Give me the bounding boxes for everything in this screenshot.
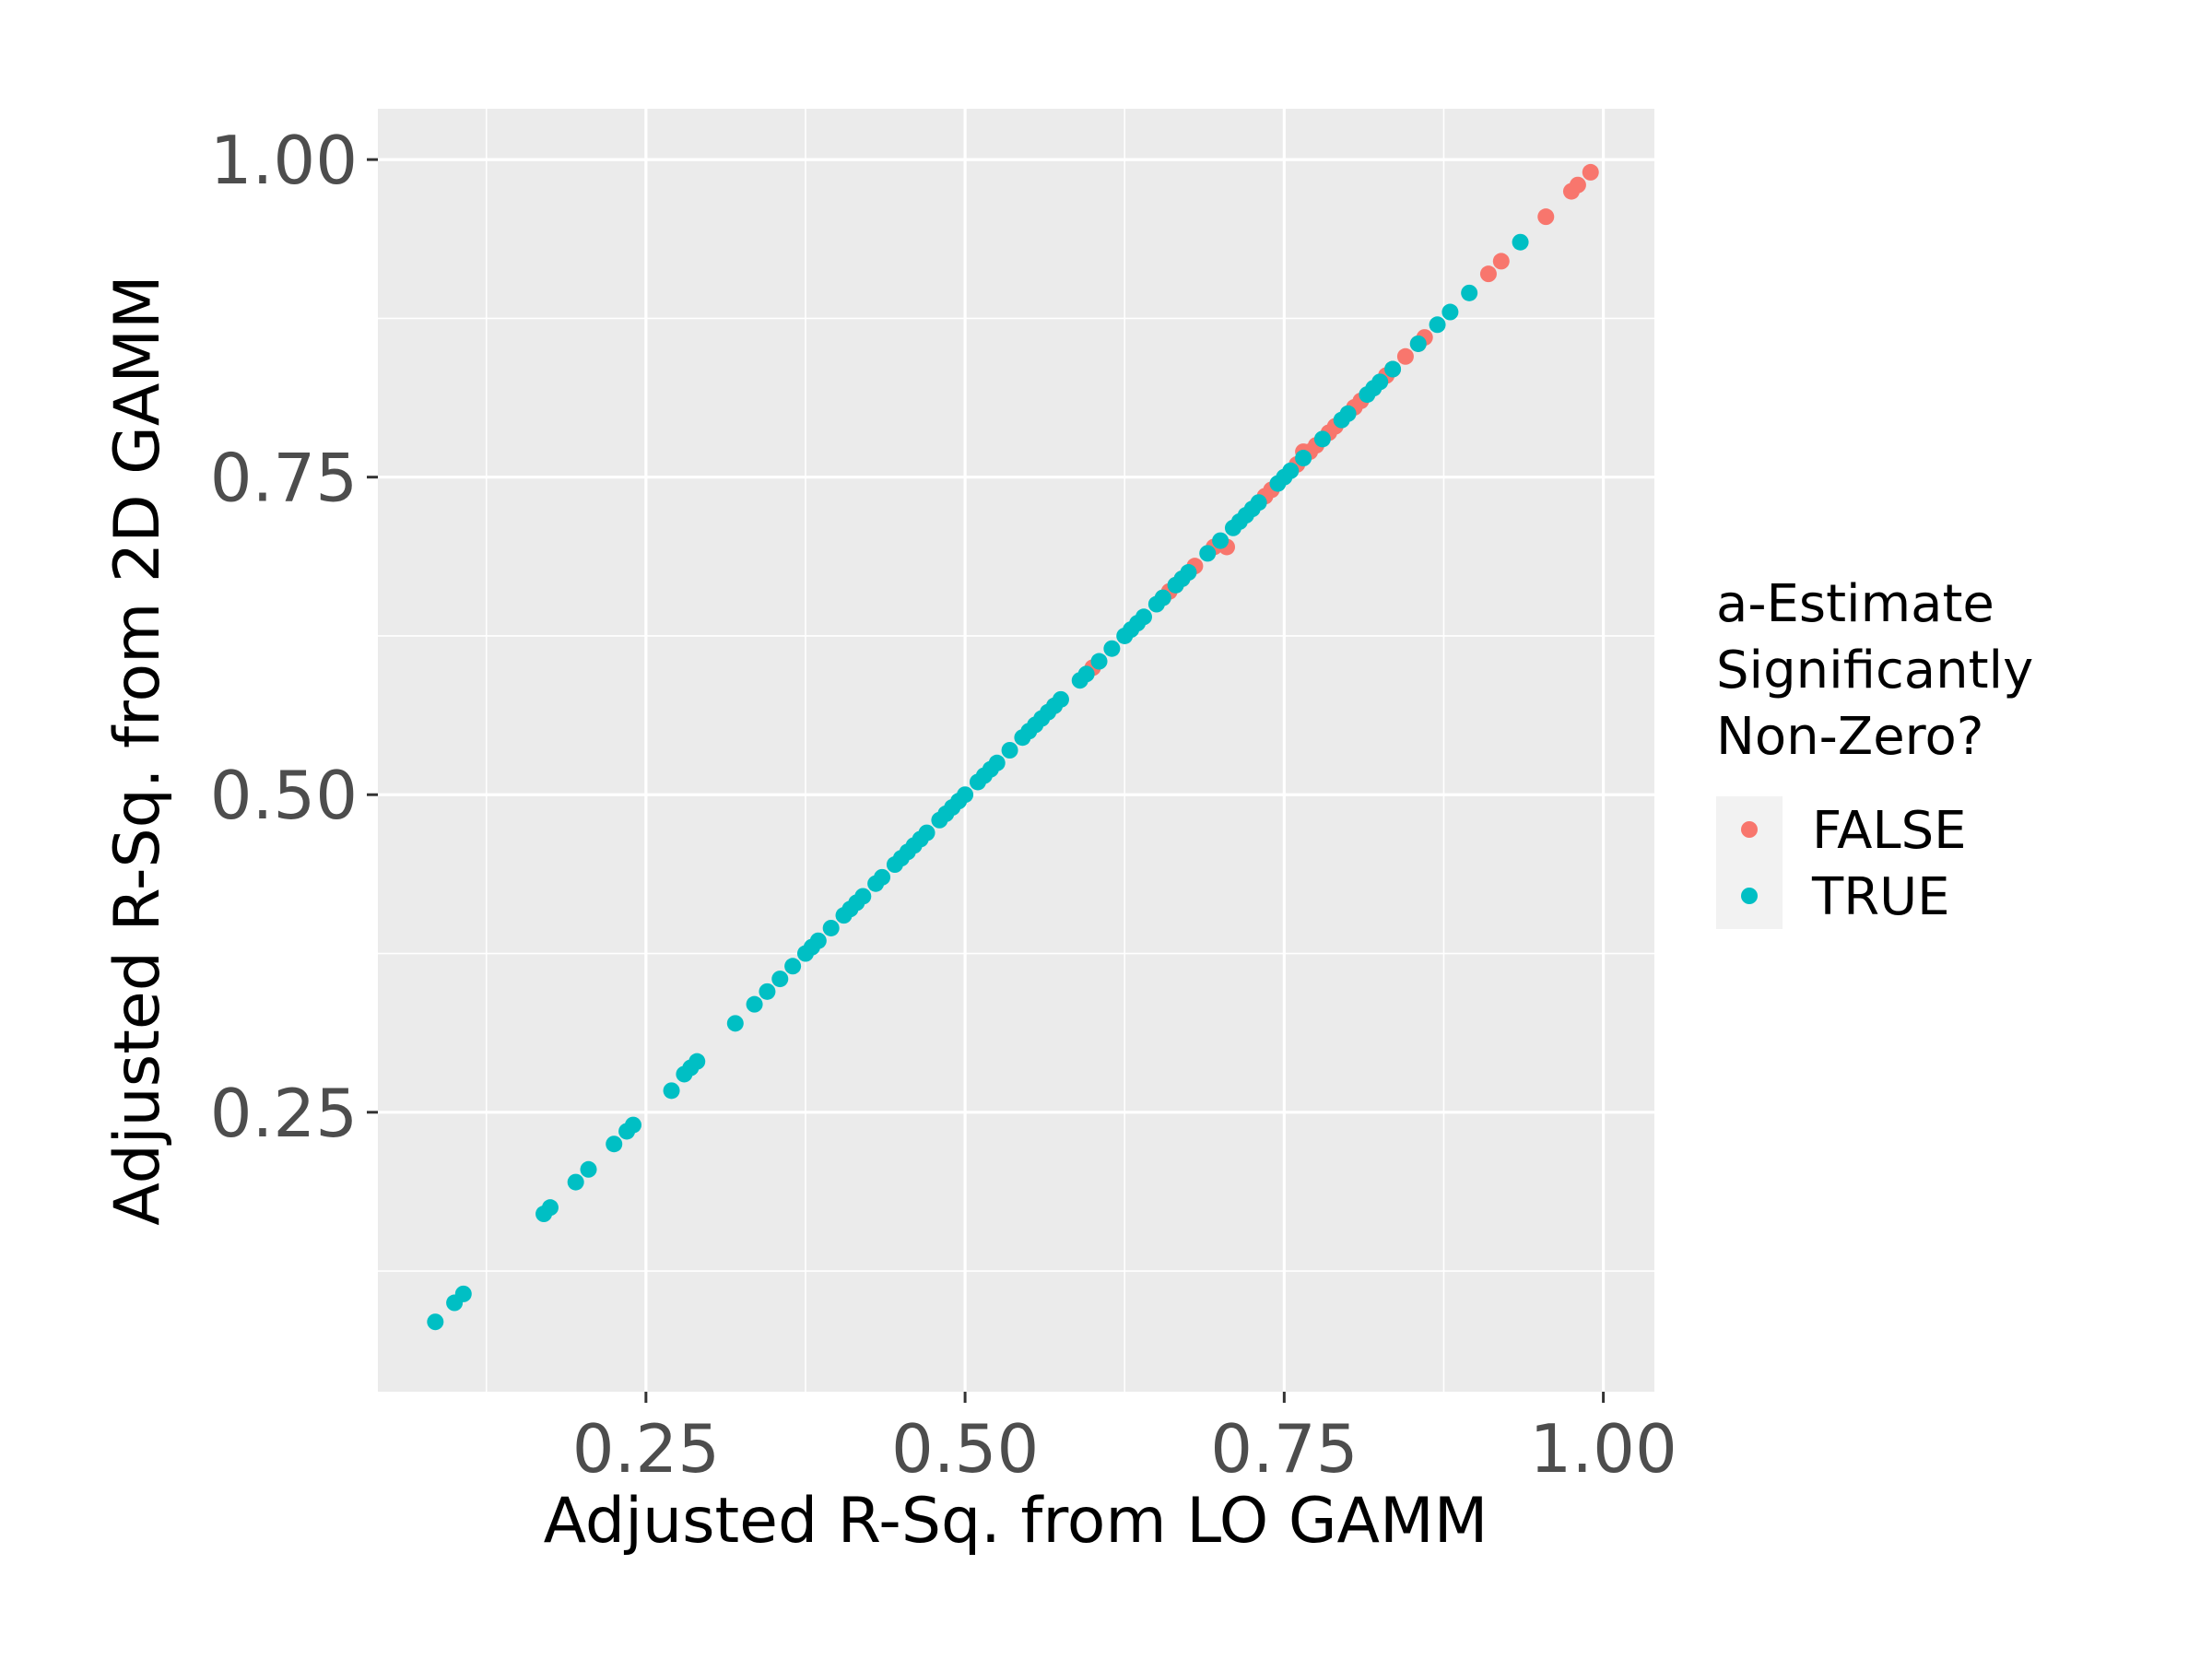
point-true xyxy=(580,1160,597,1178)
x-axis-ticks: 0.25 0.50 0.75 1.00 xyxy=(572,1392,1677,1488)
legend-label-true: TRUE xyxy=(1811,867,1950,927)
point-true xyxy=(1135,608,1152,626)
y-tick-label: 0.50 xyxy=(210,757,358,834)
point-false xyxy=(1479,265,1497,283)
point-true xyxy=(809,932,827,949)
point-true xyxy=(663,1082,680,1100)
point-true xyxy=(1313,430,1331,448)
point-false xyxy=(1569,176,1586,194)
series-true-points xyxy=(427,233,1529,1331)
legend-title-line-1: a-Estimate xyxy=(1716,574,1994,634)
point-true xyxy=(541,1199,559,1217)
point-true xyxy=(1090,653,1108,670)
point-true xyxy=(918,824,935,841)
point-true xyxy=(427,1313,444,1331)
y-tick-label: 0.75 xyxy=(210,440,358,517)
point-true xyxy=(454,1285,472,1302)
point-true xyxy=(1384,360,1402,378)
point-false xyxy=(1396,347,1414,365)
point-true xyxy=(854,888,872,905)
point-true xyxy=(1409,335,1427,352)
point-true xyxy=(1250,494,1267,512)
legend: a-Estimate Significantly Non-Zero? FALSE… xyxy=(1716,574,2033,929)
legend-label-false: FALSE xyxy=(1812,801,1967,861)
legend-title-line-3: Non-Zero? xyxy=(1716,707,1983,767)
point-true xyxy=(1371,373,1389,391)
point-true xyxy=(1512,233,1529,251)
x-tick-label: 0.50 xyxy=(891,1410,1039,1488)
y-axis-ticks: 0.25 0.50 0.75 1.00 xyxy=(210,122,378,1152)
point-true xyxy=(567,1173,584,1191)
point-true xyxy=(1461,284,1478,301)
point-true xyxy=(1429,316,1446,334)
point-true xyxy=(606,1135,623,1153)
y-tick-label: 1.00 xyxy=(210,122,358,199)
point-true xyxy=(1339,405,1357,422)
x-tick-label: 0.25 xyxy=(572,1410,720,1488)
point-true xyxy=(1295,450,1312,467)
y-tick-label: 0.25 xyxy=(210,1075,358,1152)
point-true xyxy=(1103,640,1121,657)
x-tick-label: 1.00 xyxy=(1529,1410,1677,1488)
x-axis-title: Adjusted R-Sq. from LO GAMM xyxy=(544,1485,1488,1558)
point-false xyxy=(1582,163,1599,181)
point-true xyxy=(988,754,1006,771)
point-true xyxy=(1052,690,1069,708)
point-true xyxy=(784,958,802,975)
point-true xyxy=(1441,303,1459,321)
point-true xyxy=(688,1053,706,1070)
point-true xyxy=(1154,589,1171,606)
point-true xyxy=(874,868,891,886)
point-true xyxy=(625,1116,641,1134)
point-true xyxy=(1199,545,1217,562)
point-true xyxy=(746,995,763,1013)
point-true xyxy=(1180,564,1197,582)
major-gridlines xyxy=(378,109,1654,1392)
point-true xyxy=(759,982,776,1000)
x-tick-label: 0.75 xyxy=(1210,1410,1358,1488)
point-true xyxy=(822,919,840,936)
legend-title-line-2: Significantly xyxy=(1716,641,2033,700)
point-true xyxy=(1001,742,1018,759)
point-true xyxy=(771,971,789,988)
point-true xyxy=(1282,462,1300,479)
point-true xyxy=(957,786,974,804)
point-true xyxy=(1212,532,1230,549)
point-false xyxy=(1492,253,1510,270)
point-false xyxy=(1537,208,1555,226)
legend-key-false-dot xyxy=(1741,821,1758,838)
point-true xyxy=(726,1015,744,1032)
legend-key-true-dot xyxy=(1741,888,1758,904)
y-axis-title: Adjusted R-Sq. from 2D GAMM xyxy=(101,275,174,1225)
point-true xyxy=(1077,665,1095,683)
